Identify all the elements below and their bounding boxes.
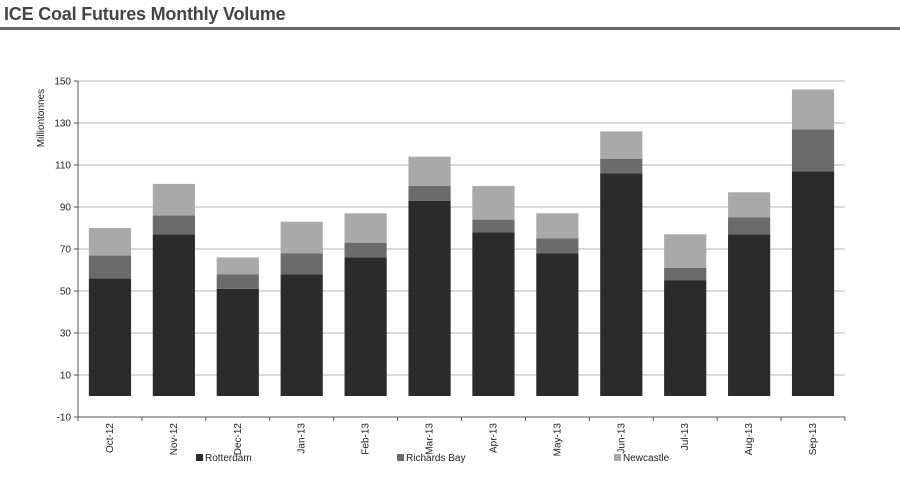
legend: Rotterdam Richards Bay Newcastle	[196, 453, 670, 464]
legend-label: Rotterdam	[205, 453, 252, 464]
x-tick-label: Nov-12	[169, 423, 180, 456]
x-tick-label: Feb-13	[361, 423, 372, 455]
y-tick-label: 50	[60, 287, 72, 298]
bar-rotterdam	[88, 278, 132, 396]
legend-label: Newcastle	[623, 453, 670, 464]
bar-rotterdam	[408, 200, 451, 396]
x-tick-label: Dec-12	[233, 423, 244, 456]
bar-richards-bay	[408, 186, 451, 201]
y-tick-label: 70	[60, 245, 72, 256]
bar-rotterdam	[216, 288, 259, 396]
bars	[88, 89, 835, 396]
x-tick-label: Sep-13	[808, 423, 819, 456]
bar-rotterdam	[536, 253, 579, 396]
x-tick-label: Aug-13	[744, 423, 755, 456]
x-tick-label: Jan-13	[297, 423, 308, 454]
bar-richards-bay	[536, 238, 579, 254]
bar-rotterdam	[664, 280, 707, 396]
bar-richards-bay	[664, 267, 707, 281]
bar-newcastle	[216, 257, 259, 275]
bar-rotterdam	[280, 274, 323, 396]
bar-rotterdam	[472, 232, 515, 396]
bar-newcastle	[600, 131, 643, 159]
legend-swatch	[614, 454, 621, 461]
axes: -10 10 30 50 70 90 110 130 150 Oct-12 Nov-12 Dec-12…	[54, 77, 846, 457]
bar-richards-bay	[600, 158, 643, 174]
legend-swatch	[397, 454, 404, 461]
bar-rotterdam	[344, 257, 387, 396]
bar-richards-bay	[280, 253, 323, 275]
bar-newcastle	[664, 234, 707, 268]
bar-newcastle	[536, 213, 579, 239]
bar-rotterdam	[152, 234, 195, 396]
title-divider	[0, 27, 900, 30]
page-title: ICE Coal Futures Monthly Volume	[4, 4, 286, 24]
x-tick-label: Oct-12	[105, 423, 116, 453]
bar-newcastle	[280, 221, 323, 254]
x-tick-label: Jul-13	[680, 423, 691, 451]
bar-richards-bay	[216, 274, 259, 289]
y-tick-label: 10	[60, 371, 72, 382]
x-tick-label: Apr-13	[488, 423, 499, 453]
bar-richards-bay	[88, 255, 132, 279]
bar-newcastle	[152, 183, 195, 216]
bar-newcastle	[472, 186, 515, 220]
bar-newcastle	[728, 192, 771, 218]
bar-rotterdam	[600, 173, 643, 396]
bar-richards-bay	[152, 215, 195, 235]
legend-label: Richards Bay	[406, 453, 465, 464]
bar-newcastle	[408, 156, 451, 186]
legend-swatch	[196, 454, 203, 461]
bar-richards-bay	[472, 219, 515, 233]
y-tick-label: 30	[60, 329, 72, 340]
bar-newcastle	[344, 213, 387, 243]
y-tick-label: 90	[60, 203, 72, 214]
bar-richards-bay	[728, 217, 771, 235]
y-tick-label: 110	[55, 161, 71, 172]
bar-richards-bay	[344, 242, 387, 258]
y-tick-label: -10	[57, 413, 72, 424]
bar-newcastle	[88, 228, 132, 256]
bar-rotterdam	[728, 234, 771, 396]
x-tick-label: Mar-13	[425, 423, 436, 455]
bar-newcastle	[791, 89, 835, 130]
y-tick-label: 150	[54, 77, 71, 88]
bar-rotterdam	[791, 171, 835, 396]
x-tick-label: Jun-13	[616, 423, 627, 454]
y-tick-label: 130	[54, 119, 71, 130]
x-tick-label: May-13	[552, 423, 563, 457]
bar-richards-bay	[791, 129, 835, 172]
y-axis-title: Milliontonnes	[36, 89, 47, 147]
